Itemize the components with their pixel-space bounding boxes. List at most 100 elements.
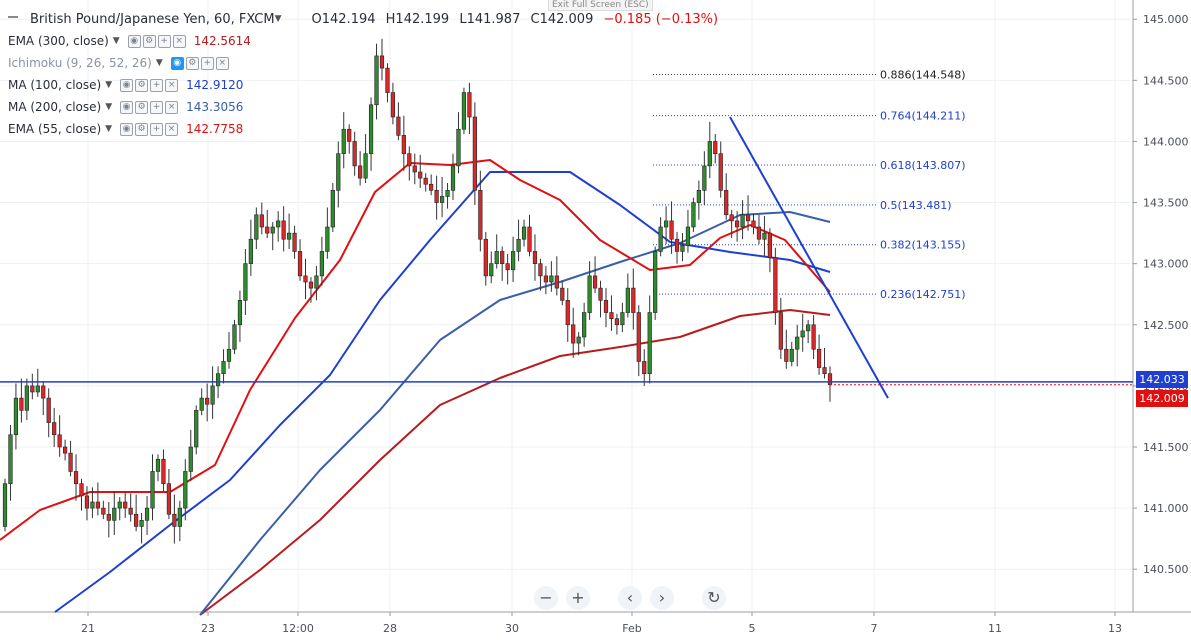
x-tick-label: 23: [201, 622, 215, 635]
candle-body: [680, 245, 685, 252]
indicator-row-ema55[interactable]: EMA (55, close) ▼ ◉ ⚙ + × 142.7758: [8, 118, 724, 140]
candle-body: [505, 263, 510, 271]
indicator-row-ma100[interactable]: MA (100, close) ▼ ◉ ⚙ + × 142.9120: [8, 74, 724, 96]
candle-body: [620, 312, 625, 326]
eye-icon[interactable]: ◉: [120, 122, 134, 136]
candle-body: [669, 220, 674, 240]
plus-icon[interactable]: +: [157, 34, 171, 48]
fib-level-label: 0.5(143.481): [880, 199, 952, 212]
candle-body: [751, 220, 756, 228]
y-tick-label: 144.500: [1143, 74, 1189, 87]
scroll-left-button[interactable]: ‹: [618, 586, 642, 610]
scroll-right-button[interactable]: ›: [650, 586, 674, 610]
candle-body: [423, 177, 428, 185]
candle-body: [303, 275, 308, 283]
candle-body: [134, 513, 139, 527]
candle-body: [412, 165, 417, 173]
candle-body: [543, 275, 548, 283]
plus-icon[interactable]: +: [150, 100, 164, 114]
candle-body: [685, 226, 691, 246]
chevron-down-icon[interactable]: ▼: [105, 102, 113, 112]
zoom-in-button[interactable]: +: [566, 586, 590, 610]
y-tick-label: 143.500: [1143, 197, 1189, 210]
candle-body: [358, 165, 363, 179]
candle-body: [30, 385, 35, 393]
candle-body: [636, 312, 641, 362]
candle-body: [592, 275, 598, 289]
candle-body: [745, 214, 751, 222]
drawn-lines[interactable]: [0, 116, 1133, 399]
candle-body: [582, 312, 587, 338]
candle-body: [374, 55, 379, 106]
gear-icon[interactable]: ⚙: [142, 34, 156, 48]
candle-body: [368, 104, 374, 154]
candle-body: [155, 458, 161, 472]
indicator-row-ichimoku[interactable]: Ichimoku (9, 26, 52, 26) ▼ ◉ ⚙ + ×: [8, 52, 724, 74]
chevron-down-icon[interactable]: ▼: [105, 124, 113, 134]
candle-body: [139, 520, 144, 527]
candle-body: [609, 312, 614, 319]
close-icon[interactable]: ×: [215, 56, 229, 70]
indicator-name: EMA (300, close): [8, 34, 109, 48]
gear-icon[interactable]: ⚙: [185, 56, 199, 70]
plus-icon[interactable]: +: [150, 122, 164, 136]
eye-icon[interactable]: ◉: [127, 34, 141, 48]
candle-body: [532, 251, 538, 264]
candle-body: [516, 238, 521, 252]
zoom-out-button[interactable]: −: [534, 586, 558, 610]
candle-body: [172, 513, 177, 527]
moving-average-line: [199, 309, 831, 616]
plus-icon[interactable]: +: [150, 78, 164, 92]
chevron-down-icon[interactable]: ▼: [112, 36, 120, 46]
plus-icon[interactable]: +: [200, 56, 214, 70]
indicator-row-ma200[interactable]: MA (200, close) ▼ ◉ ⚙ + × 143.3056: [8, 96, 724, 118]
candle-body: [52, 422, 57, 436]
eye-icon[interactable]: ◉: [120, 100, 134, 114]
candlesticks: [2, 38, 833, 544]
collapse-icon[interactable]: [8, 15, 18, 18]
y-tick-label: 141.000: [1143, 502, 1189, 515]
gear-icon[interactable]: ⚙: [135, 122, 149, 136]
candle-body: [806, 324, 811, 332]
chevron-down-icon[interactable]: ▼: [274, 14, 282, 24]
candle-body: [811, 324, 816, 350]
candle-body: [19, 397, 24, 411]
x-tick-label: 21: [81, 622, 95, 635]
close-icon[interactable]: ×: [172, 34, 186, 48]
close-icon[interactable]: ×: [165, 122, 179, 136]
candle-body: [270, 226, 275, 234]
gear-icon[interactable]: ⚙: [135, 100, 149, 114]
gear-icon[interactable]: ⚙: [135, 78, 149, 92]
indicator-value: 142.9120: [186, 78, 244, 92]
reset-chart-button[interactable]: ↻: [702, 586, 726, 610]
candle-body: [73, 471, 79, 484]
candle-body: [35, 385, 40, 393]
candle-body: [647, 312, 652, 374]
candle-body: [2, 483, 8, 527]
x-tick-label: 12:00: [282, 622, 314, 635]
x-tick-label: 28: [383, 622, 397, 635]
indicator-row-ema300[interactable]: EMA (300, close) ▼ ◉ ⚙ + × 142.5614: [8, 30, 724, 52]
candle-body: [254, 214, 259, 240]
candle-body: [341, 128, 346, 154]
close-icon[interactable]: ×: [165, 78, 179, 92]
x-tick-label: 5: [749, 622, 756, 635]
candle-body: [483, 238, 488, 277]
candle-body: [511, 251, 516, 271]
candle-body: [287, 232, 292, 240]
close-icon[interactable]: ×: [165, 100, 179, 114]
candle-body: [232, 324, 237, 350]
symbol-title[interactable]: British Pound/Japanese Yen, 60, FXCM: [30, 11, 275, 27]
fibonacci-retracement[interactable]: 0.886(144.548) 0.764(144.211) 0.618(143.80…: [653, 68, 966, 301]
moving-averages: [0, 159, 831, 616]
chevron-down-icon[interactable]: ▼: [105, 80, 113, 90]
candle-body: [418, 171, 423, 179]
candle-body: [778, 312, 783, 350]
eye-icon[interactable]: ◉: [120, 78, 134, 92]
exit-fullscreen-button[interactable]: Exit Full Screen (ESC): [548, 0, 653, 11]
candle-body: [57, 434, 62, 448]
candle-body: [396, 116, 401, 136]
eye-off-icon[interactable]: ◉: [170, 56, 184, 70]
chevron-down-icon[interactable]: ▼: [155, 58, 163, 68]
